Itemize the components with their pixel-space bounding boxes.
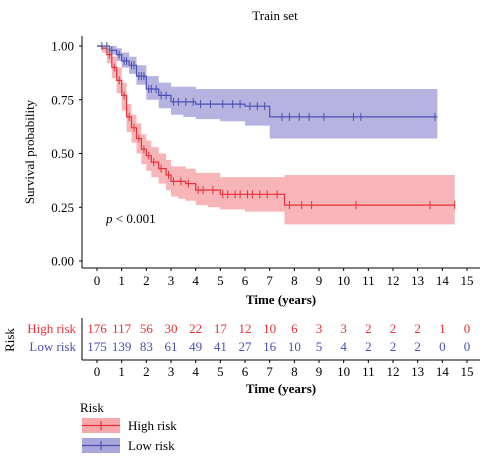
risk-count-high-risk: 176 xyxy=(87,321,107,336)
x-tick-label: 7 xyxy=(266,273,273,288)
x-tick-label: 13 xyxy=(411,273,424,288)
x-tick-label: 2 xyxy=(143,273,150,288)
risk-count-high-risk: 12 xyxy=(239,321,252,336)
risk-table-title: Risk xyxy=(2,328,17,352)
risk-x-tick-label: 5 xyxy=(217,364,224,379)
confidence-bands xyxy=(97,46,455,225)
y-tick-label: 0.50 xyxy=(51,146,74,161)
risk-count-low-risk: 0 xyxy=(439,339,446,354)
risk-table: Risk High risk Low risk 176 117 56 30 22 17 12… xyxy=(2,318,480,396)
y-ticks: 0.00 0.25 0.50 0.75 1.00 xyxy=(51,39,82,269)
legend-title: Risk xyxy=(80,400,104,415)
x-tick-label: 1 xyxy=(118,273,125,288)
x-tick-label: 12 xyxy=(387,273,400,288)
y-tick-label: 0.25 xyxy=(51,200,74,215)
risk-x-tick-label: 1 xyxy=(118,364,125,379)
risk-count-high-risk: 22 xyxy=(189,321,202,336)
survival-plot: 0.000.250.500.751.00 0 1 2 3 4 5 6 7 8 9 10 11 12 13 1… xyxy=(22,36,480,307)
x-tick-label: 10 xyxy=(337,273,350,288)
risk-x-tick-label: 3 xyxy=(168,364,175,379)
risk-count-high-risk: 1 xyxy=(439,321,446,336)
risk-count-high-risk: 0 xyxy=(464,321,471,336)
risk-x-tick-label: 2 xyxy=(143,364,150,379)
risk-count-low-risk: 0 xyxy=(464,339,471,354)
risk-count-high-risk: 3 xyxy=(340,321,347,336)
risk-x-axis-label: Time (years) xyxy=(246,381,316,396)
y-tick-label: 0.75 xyxy=(51,92,74,107)
p-value: < 0.001 xyxy=(113,211,156,226)
x-tick-label: 14 xyxy=(436,273,450,288)
x-tick-label: 3 xyxy=(168,273,175,288)
risk-count-low-risk: 83 xyxy=(140,339,153,354)
risk-x-tick-label: 13 xyxy=(411,364,424,379)
risk-x-tick-label: 8 xyxy=(291,364,298,379)
x-axis-label: Time (years) xyxy=(246,292,316,307)
x-tick-label: 4 xyxy=(192,273,199,288)
risk-count-low-risk: 41 xyxy=(214,339,227,354)
y-tick-label: 1.00 xyxy=(51,39,74,54)
risk-x-tick-label: 6 xyxy=(242,364,249,379)
risk-row-label-low: Low risk xyxy=(29,339,76,354)
risk-count-low-risk: 2 xyxy=(414,339,421,354)
survival-curve-low-risk xyxy=(97,45,438,118)
risk-count-high-risk: 56 xyxy=(140,321,154,336)
risk-count-low-risk: 2 xyxy=(390,339,397,354)
chart-title: Train set xyxy=(252,8,298,23)
risk-count-low-risk: 27 xyxy=(239,339,253,354)
risk-count-low-risk: 61 xyxy=(165,339,178,354)
risk-x-tick-label: 0 xyxy=(94,364,101,379)
confidence-band-low-risk xyxy=(97,46,438,139)
risk-x-tick-label: 15 xyxy=(461,364,474,379)
risk-count-high-risk: 10 xyxy=(263,321,276,336)
risk-x-tick-label: 14 xyxy=(436,364,450,379)
legend: Risk High risk Low risk xyxy=(80,400,177,453)
y-tick-label: 0.00 xyxy=(51,254,74,269)
risk-row-label-high: High risk xyxy=(27,321,76,336)
x-tick-label: 0 xyxy=(94,273,101,288)
risk-x-ticks: 0 1 2 3 4 5 6 7 8 9 10 11 12 13 14 15 xyxy=(94,360,474,379)
risk-count-high-risk: 17 xyxy=(214,321,228,336)
risk-count-low-risk: 16 xyxy=(263,339,277,354)
risk-count-high-risk: 117 xyxy=(112,321,132,336)
risk-count-low-risk: 2 xyxy=(365,339,372,354)
p-italic: p xyxy=(105,211,113,226)
censor-marks xyxy=(101,42,456,210)
y-axis-label: Survival probability xyxy=(22,99,37,204)
risk-count-low-risk: 4 xyxy=(340,339,347,354)
risk-x-tick-label: 9 xyxy=(316,364,323,379)
risk-x-tick-label: 11 xyxy=(362,364,375,379)
risk-count-low-risk: 10 xyxy=(288,339,301,354)
risk-count-low-risk: 139 xyxy=(112,339,132,354)
risk-count-low-risk: 49 xyxy=(189,339,202,354)
risk-count-high-risk: 2 xyxy=(390,321,397,336)
x-tick-label: 8 xyxy=(291,273,298,288)
x-tick-label: 6 xyxy=(242,273,249,288)
x-tick-label: 9 xyxy=(316,273,323,288)
legend-label-low-risk: Low risk xyxy=(128,438,175,453)
x-tick-label: 5 xyxy=(217,273,224,288)
risk-count-high-risk: 2 xyxy=(365,321,372,336)
risk-x-tick-label: 7 xyxy=(266,364,273,379)
x-tick-label: 15 xyxy=(461,273,474,288)
risk-count-high-risk: 3 xyxy=(316,321,323,336)
risk-count-high-risk: 2 xyxy=(414,321,421,336)
risk-x-tick-label: 12 xyxy=(387,364,400,379)
p-value-annotation: p < 0.001 xyxy=(105,211,156,226)
risk-x-tick-label: 10 xyxy=(337,364,350,379)
risk-count-high-risk: 30 xyxy=(165,321,178,336)
confidence-band-high-risk xyxy=(97,46,455,225)
legend-label-high-risk: High risk xyxy=(128,418,177,433)
risk-count-low-risk: 5 xyxy=(316,339,323,354)
risk-x-tick-label: 4 xyxy=(192,364,199,379)
risk-count-low-risk: 175 xyxy=(87,339,107,354)
x-ticks: 0 1 2 3 4 5 6 7 8 9 10 11 12 13 14 15 xyxy=(94,268,474,288)
x-tick-label: 11 xyxy=(362,273,375,288)
risk-count-high-risk: 6 xyxy=(291,321,298,336)
